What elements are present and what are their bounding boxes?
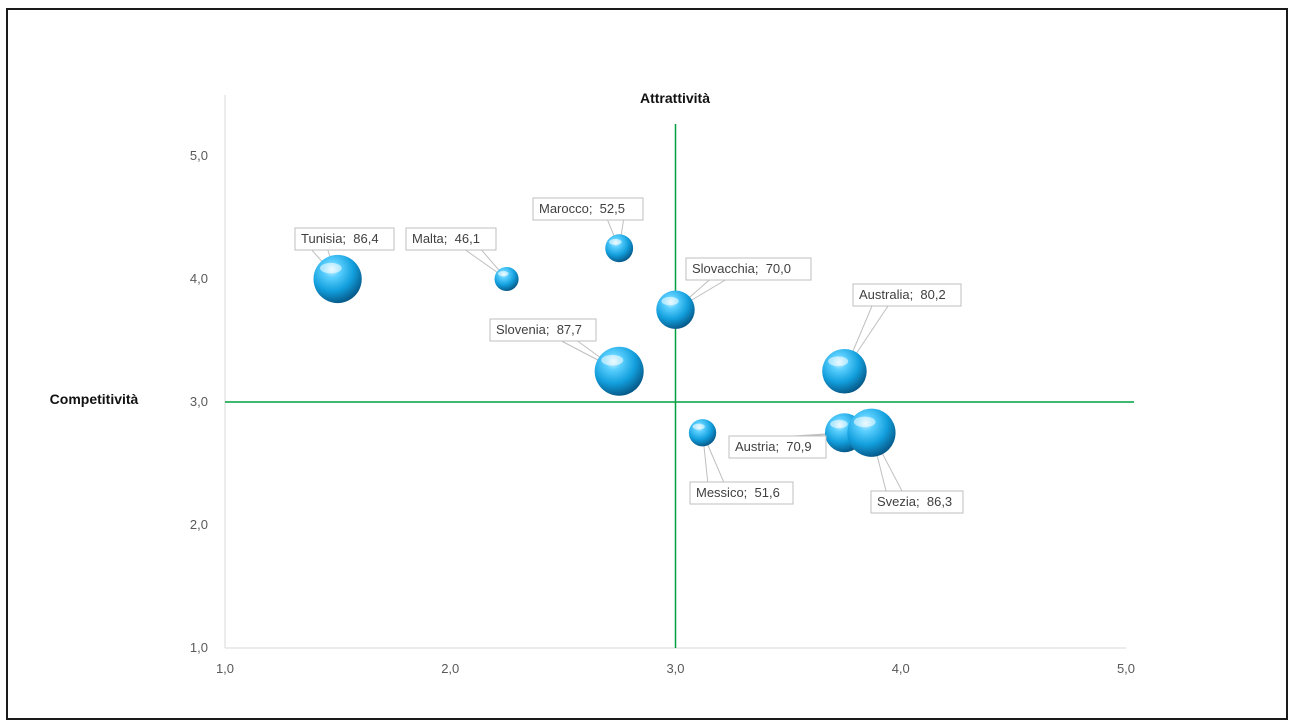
- data-label-marocco: Marocco; 52,5: [539, 201, 625, 216]
- data-label-box-tunisia: [294, 227, 395, 251]
- bubble-slovenia: [594, 346, 644, 396]
- x-tick-label: 2,0: [441, 661, 459, 676]
- y-tick-label: 4,0: [190, 271, 208, 286]
- data-label-box-svezia: [870, 490, 964, 514]
- bubble-marocco: [605, 234, 634, 263]
- data-label-slovenia: Slovenia; 87,7: [496, 322, 582, 337]
- bubble-highlight-tunisia: [320, 262, 342, 274]
- data-label-box-slovenia: [489, 318, 597, 342]
- data-label-box-austria: [728, 435, 827, 459]
- data-label-box-messico: [689, 481, 794, 505]
- data-label-svezia: Svezia; 86,3: [877, 494, 952, 509]
- bubble-highlight-slovenia: [601, 354, 624, 366]
- x-tick-label: 4,0: [892, 661, 910, 676]
- data-label-austria: Austria; 70,9: [735, 439, 812, 454]
- bubble-tunisia: [313, 254, 362, 304]
- bubble-highlight-australia: [828, 356, 849, 367]
- bubble-australia: [822, 348, 867, 394]
- x-tick-label: 3,0: [666, 661, 684, 676]
- bubble-messico: [688, 419, 717, 447]
- chart-frame: [6, 8, 1288, 720]
- x-tick-label: 1,0: [216, 661, 234, 676]
- bubble-malta: [494, 266, 519, 292]
- bubble-highlight-austria: [830, 419, 848, 429]
- data-label-box-marocco: [532, 197, 644, 221]
- y-tick-label: 5,0: [190, 148, 208, 163]
- bubble-highlight-marocco: [609, 238, 622, 246]
- y-tick-label: 3,0: [190, 394, 208, 409]
- data-label-messico: Messico; 51,6: [696, 485, 780, 500]
- data-label-malta: Malta; 46,1: [412, 231, 480, 246]
- data-label-box-slovacchia: [685, 257, 812, 281]
- bubble-svezia: [847, 408, 896, 457]
- bubble-highlight-svezia: [853, 416, 876, 428]
- x-axis-title: Attrattività: [640, 90, 710, 106]
- y-axis-title: Competitività: [50, 391, 139, 407]
- bubble-highlight-slovacchia: [661, 296, 679, 306]
- bubble-slovacchia: [656, 290, 695, 329]
- bubble-highlight-malta: [497, 270, 509, 277]
- data-label-box-australia: [852, 283, 962, 307]
- y-tick-label: 2,0: [190, 517, 208, 532]
- x-tick-label: 5,0: [1117, 661, 1135, 676]
- y-tick-label: 1,0: [190, 640, 208, 655]
- data-label-tunisia: Tunisia; 86,4: [301, 231, 379, 246]
- data-label-slovacchia: Slovacchia; 70,0: [692, 261, 791, 276]
- data-label-box-malta: [405, 227, 497, 251]
- data-label-australia: Australia; 80,2: [859, 287, 946, 302]
- bubble-highlight-messico: [692, 423, 705, 430]
